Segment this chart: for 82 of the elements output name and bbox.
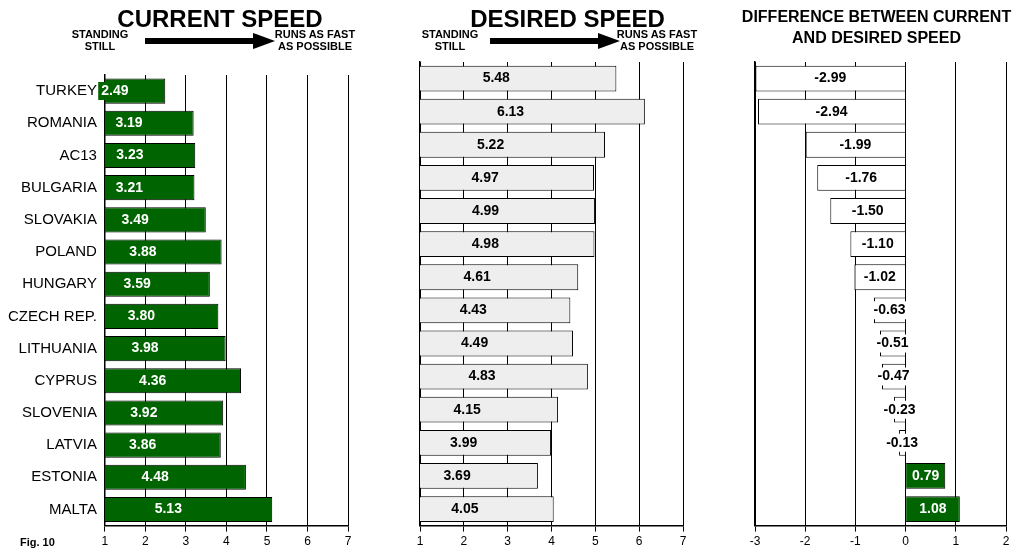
y-tick-label: TURKEY <box>36 81 97 99</box>
y-tick-label: SLOVAKIA <box>23 209 97 227</box>
y-tick-label: MALTA <box>49 499 97 517</box>
x-tick-label: 5 <box>263 534 271 549</box>
x-tick-label: 5 <box>591 534 599 549</box>
data-label: 3.92 <box>130 403 158 420</box>
data-label: 3.49 <box>121 210 149 227</box>
x-tick-label: 7 <box>344 534 352 549</box>
x-tick-label: 2 <box>142 534 150 549</box>
data-label: -1.02 <box>863 268 896 285</box>
x-tick-label: 7 <box>679 534 687 549</box>
data-label: -0.63 <box>873 301 906 318</box>
x-tick-label: -3 <box>749 534 761 549</box>
x-tick-label: 4 <box>548 534 556 549</box>
text: STANDING STILL <box>70 28 130 52</box>
data-label: 4.48 <box>141 468 169 485</box>
text: RUNS AS FAST AS POSSIBLE <box>273 28 357 52</box>
y-tick-label: LITHUANIA <box>18 338 97 356</box>
data-label: -0.23 <box>883 400 916 417</box>
data-label: -1.10 <box>861 234 894 251</box>
data-label: 3.59 <box>123 275 151 292</box>
data-label: 3.88 <box>129 242 157 259</box>
data-label: 4.36 <box>139 371 167 388</box>
data-label: 4.43 <box>459 301 488 318</box>
y-tick-label: ROMANIA <box>26 113 97 131</box>
data-label: 6.13 <box>496 102 525 119</box>
data-label: 4.83 <box>468 367 496 384</box>
data-label: 3.21 <box>115 178 144 195</box>
data-label: 5.22 <box>476 135 505 152</box>
x-tick-label: 2 <box>460 534 468 549</box>
x-tick-label: 3 <box>182 534 190 549</box>
y-tick-label: HUNGARY <box>22 274 97 292</box>
data-label: 4.99 <box>471 201 500 218</box>
x-tick-label: -1 <box>850 534 862 549</box>
x-tick-label: 6 <box>635 534 643 549</box>
data-label: -2.94 <box>815 102 848 119</box>
x-tick-label: 1 <box>416 534 424 549</box>
data-label: 5.48 <box>482 69 511 86</box>
x-tick-label: 0 <box>902 534 910 549</box>
y-tick-label: LATVIA <box>46 435 97 453</box>
y-tick-label: ESTONIA <box>31 467 97 485</box>
data-label: -0.47 <box>877 367 910 384</box>
data-label: 3.69 <box>443 466 471 483</box>
text: STANDING STILL <box>420 28 480 52</box>
data-label: 4.05 <box>451 499 479 516</box>
data-label: 4.97 <box>471 168 499 185</box>
data-label: -1.99 <box>839 135 872 152</box>
data-label: 5.13 <box>154 500 183 517</box>
x-tick-label: 4 <box>223 534 231 549</box>
y-tick-label: CZECH REP. <box>7 306 97 324</box>
data-label: 3.80 <box>127 307 156 324</box>
text: RUNS AS FAST AS POSSIBLE <box>615 28 699 52</box>
data-label: -0.13 <box>886 433 919 450</box>
data-label: -1.50 <box>851 201 884 218</box>
data-label: 4.15 <box>453 400 481 417</box>
data-label: 3.23 <box>116 146 144 163</box>
x-tick-label: 1 <box>952 534 960 549</box>
data-label: 3.86 <box>128 436 157 452</box>
data-label: 3.98 <box>131 339 159 356</box>
y-tick-label: AC13 <box>59 145 97 163</box>
x-tick-label: -2 <box>799 534 811 549</box>
data-label: -0.51 <box>876 334 909 351</box>
data-label: 0.79 <box>912 466 940 483</box>
data-label: 2.49 <box>101 81 129 98</box>
x-tick-label: 6 <box>304 534 312 549</box>
y-tick-label: SLOVENIA <box>21 403 97 421</box>
data-label: 4.98 <box>471 234 500 251</box>
data-label: 3.99 <box>449 433 478 450</box>
chart-title: DIFFERENCE BETWEEN CURRENT AND DESIRED SPEED <box>740 7 1013 48</box>
x-tick-label: 3 <box>504 534 512 549</box>
y-tick-label: POLAND <box>35 242 98 260</box>
x-tick-label: 1 <box>101 534 109 549</box>
data-label: 4.49 <box>460 334 489 351</box>
data-label: 1.08 <box>919 499 947 516</box>
data-label: -1.76 <box>845 168 878 185</box>
x-tick-label: 2 <box>1002 534 1010 549</box>
data-label: 3.19 <box>115 114 143 131</box>
y-tick-label: CYPRUS <box>34 370 97 388</box>
data-label: 4.61 <box>463 268 492 285</box>
caption: Fig. 10 <box>20 536 55 548</box>
data-label: -2.99 <box>814 69 847 86</box>
y-tick-label: BULGARIA <box>21 177 97 195</box>
